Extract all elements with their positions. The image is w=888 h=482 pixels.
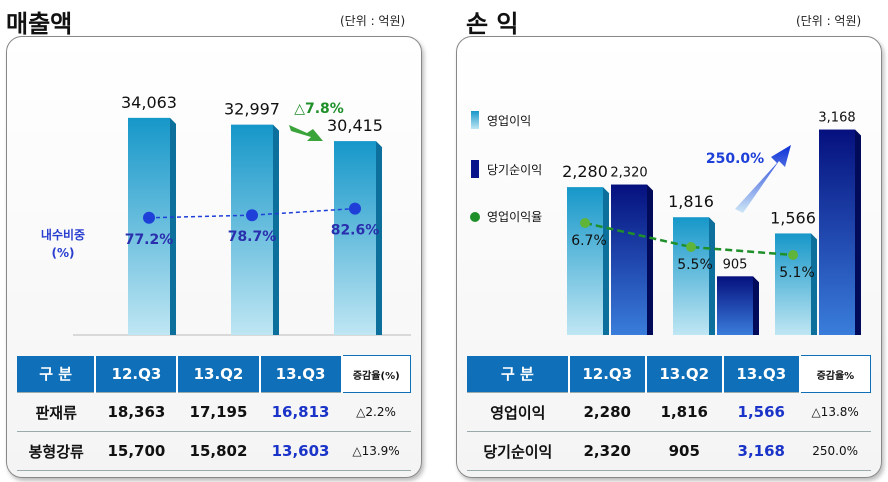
table-cell: 1,566	[722, 392, 800, 432]
table-cell: 905	[645, 431, 723, 471]
row-label: 당기순이익	[467, 431, 569, 471]
header-cell: 13.Q2	[177, 355, 261, 393]
legend-swatch	[470, 212, 480, 222]
table-cell: △13.8%	[799, 392, 871, 432]
revenue-unit: (단위 : 억원)	[340, 14, 406, 28]
bar-net-income-side	[753, 276, 759, 335]
legend-swatch	[471, 111, 479, 129]
profit-unit: (단위 : 억원)	[796, 14, 862, 28]
header-cell: 증감율%	[799, 355, 871, 393]
header-cell: 구 분	[467, 355, 570, 393]
table-cell: 1,816	[645, 392, 723, 432]
header-cell: 12.Q3	[95, 355, 179, 393]
table-row: 봉형강류 15,700 15,802 13,603 △13.9%	[17, 431, 411, 471]
revenue-title: 매출액	[6, 10, 73, 38]
bar-operating-profit	[567, 187, 603, 335]
ratio-axis-label: (%)	[52, 246, 75, 260]
table-row: 당기순이익 2,320 905 3,168 250.0%	[467, 431, 871, 471]
margin-line	[584, 221, 794, 257]
table-cell: △2.2%	[341, 392, 411, 432]
bar-value-label: 2,280	[562, 162, 608, 181]
profit-panel: 영업이익 당기순이익 영업이익율 2,280 1,816 1,566 2,320 905 3,1…	[456, 36, 882, 478]
ratio-line	[148, 207, 356, 219]
margin-point	[580, 218, 590, 228]
ratio-label: 78.7%	[228, 229, 277, 245]
bar	[231, 124, 273, 335]
table-cell: 16,813	[259, 392, 342, 432]
bar-operating-profit-side	[709, 217, 715, 335]
bar-side	[273, 124, 279, 335]
bar-value-label: 905	[723, 257, 748, 272]
revenue-panel: 34,063 32,997 30,415 77.2% 78.7% 82.6% 내수비중 (%)…	[6, 36, 422, 478]
bar-net-income-side	[647, 184, 653, 335]
bar-net-income	[819, 129, 855, 335]
growth-label: 250.0%	[706, 151, 764, 167]
table-header-row: 구 분 12.Q3 13.Q2 13.Q3 증감율%	[467, 355, 871, 393]
bar-net-income-side	[855, 129, 861, 335]
ratio-label: 82.6%	[331, 223, 380, 239]
table-cell: 250.0%	[799, 431, 871, 471]
bar-operating-profit	[775, 233, 811, 335]
ratio-axis-label: 내수비중	[41, 227, 85, 242]
margin-label: 6.7%	[571, 233, 607, 249]
margin-label: 5.1%	[779, 265, 815, 281]
header-cell: 증감율(%)	[341, 355, 411, 393]
row-label: 영업이익	[467, 392, 569, 432]
table-cell: 3,168	[722, 431, 800, 471]
bar-value-label: 1,816	[668, 192, 714, 211]
table-cell: 17,195	[177, 392, 260, 432]
profit-title: 손 익	[466, 10, 519, 38]
trend-arrow-icon	[289, 125, 323, 141]
legend-swatch	[471, 160, 479, 178]
header-cell: 13.Q3	[259, 355, 343, 393]
table-cell: 15,802	[177, 431, 260, 471]
bar-value-label: 30,415	[327, 116, 383, 135]
table-cell: 2,320	[568, 431, 646, 471]
table-cell: 18,363	[95, 392, 178, 432]
bar-operating-profit	[673, 217, 709, 335]
bar-value-label: 32,997	[224, 100, 280, 119]
table-row: 영업이익 2,280 1,816 1,566 △13.8%	[467, 392, 871, 432]
bar-operating-profit-side	[603, 187, 609, 335]
bar	[128, 117, 170, 335]
bar-side	[376, 141, 382, 335]
table-cell: 13,603	[259, 431, 342, 471]
margin-point	[686, 242, 696, 252]
table-header-row: 구 분 12.Q3 13.Q2 13.Q3 증감율(%)	[17, 355, 411, 393]
bar-side	[170, 117, 176, 335]
table-cell: 15,700	[95, 431, 178, 471]
margin-point	[788, 250, 798, 260]
bar	[334, 141, 376, 335]
growth-arrow-icon	[735, 145, 791, 213]
revenue-chart: 34,063 32,997 30,415 77.2% 78.7% 82.6% 내수비중 (%)…	[41, 93, 411, 336]
revenue-table: 구 분 12.Q3 13.Q2 13.Q3 증감율(%) 판재류 18,363 …	[17, 355, 411, 471]
row-label: 판재류	[17, 392, 96, 432]
bar-value-label: 2,320	[610, 166, 647, 181]
ratio-label: 77.2%	[125, 232, 174, 248]
profit-table: 구 분 12.Q3 13.Q2 13.Q3 증감율% 영업이익 2,280 1,…	[467, 355, 871, 471]
table-cell: 2,280	[568, 392, 646, 432]
bar-value-label: 3,168	[818, 111, 855, 126]
row-label: 봉형강류	[17, 431, 96, 471]
legend-label: 영업이익	[487, 114, 531, 128]
legend-label: 당기순이익	[487, 163, 542, 177]
ratio-point	[246, 209, 258, 222]
table-row: 판재류 18,363 17,195 16,813 △2.2%	[17, 392, 411, 432]
header-cell: 13.Q3	[722, 355, 801, 393]
bar-value-label: 34,063	[121, 93, 177, 112]
bar-net-income	[611, 184, 647, 335]
header-cell: 12.Q3	[568, 355, 647, 393]
bar-net-income	[717, 276, 753, 335]
margin-label: 5.5%	[677, 257, 713, 273]
header-cell: 13.Q2	[645, 355, 724, 393]
growth-label: △7.8%	[294, 101, 344, 117]
ratio-point	[143, 211, 155, 224]
legend-label: 영업이익율	[487, 210, 542, 224]
table-cell: △13.9%	[341, 431, 411, 471]
bar-operating-profit-side	[811, 233, 817, 335]
header-cell: 구 분	[17, 355, 97, 393]
bar-value-label: 1,566	[770, 208, 816, 227]
ratio-point	[349, 202, 361, 215]
